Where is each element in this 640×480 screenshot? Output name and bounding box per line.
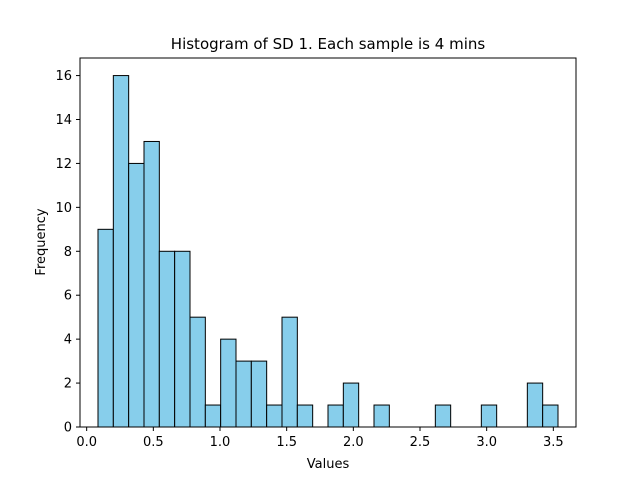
- x-axis-label: Values: [307, 457, 350, 472]
- histogram-bar: [112, 75, 130, 428]
- histogram-bar: [266, 404, 283, 428]
- histogram-bar: [281, 316, 298, 428]
- x-axis: 0.0 0.5 1.0 1.5 2.0 2.5 3.0 3.5: [76, 427, 564, 450]
- x-tick-label: 3.0: [476, 435, 497, 450]
- y-tick-label: 8: [64, 245, 72, 260]
- y-axis-label: Frequency: [34, 208, 49, 275]
- bars-group: [97, 75, 559, 428]
- histogram-bar: [342, 382, 360, 428]
- y-axis: 0 2 4 6 8 10 12 14 16: [55, 69, 80, 436]
- histogram-bar: [204, 404, 222, 428]
- x-tick-label: 1.0: [210, 435, 231, 450]
- y-tick-label: 4: [64, 333, 72, 348]
- y-tick-label: 2: [64, 377, 72, 392]
- y-tick-label: 14: [55, 113, 72, 128]
- histogram-bar: [434, 404, 452, 428]
- y-tick-label: 10: [55, 201, 72, 216]
- x-tick-label: 2.5: [410, 435, 431, 450]
- histogram-bar: [526, 382, 544, 428]
- histogram-bar: [327, 404, 344, 428]
- chart-title: Histogram of SD 1. Each sample is 4 mins: [171, 35, 486, 53]
- plot-frame: [79, 57, 577, 428]
- histogram-bar: [296, 404, 314, 428]
- histogram-bar: [143, 140, 160, 428]
- x-tick-label: 0.5: [143, 435, 164, 450]
- histogram-bar: [373, 404, 390, 428]
- histogram-bar: [542, 404, 559, 428]
- x-tick-label: 0.0: [76, 435, 97, 450]
- histogram-bar: [128, 162, 145, 428]
- x-tick-label: 1.5: [276, 435, 297, 450]
- histogram-bar: [250, 360, 268, 428]
- y-tick-label: 12: [55, 157, 72, 172]
- histogram-bar: [97, 228, 114, 428]
- histogram-bar: [235, 360, 252, 428]
- x-tick-label: 2.0: [343, 435, 364, 450]
- histogram-bar: [158, 250, 176, 428]
- y-tick-label: 16: [55, 69, 72, 84]
- y-tick-label: 0: [64, 421, 72, 436]
- histogram-bar: [220, 338, 237, 428]
- histogram-bar: [174, 250, 191, 428]
- x-tick-label: 3.5: [543, 435, 564, 450]
- histogram-bar: [189, 316, 206, 428]
- histogram-bar: [480, 404, 498, 428]
- y-tick-label: 6: [64, 289, 72, 304]
